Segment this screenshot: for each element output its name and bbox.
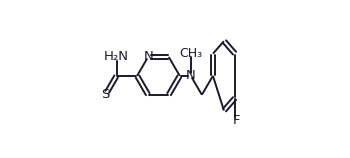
Text: F: F [232,114,240,127]
Text: CH₃: CH₃ [179,47,202,60]
Text: S: S [101,88,110,101]
Text: N: N [186,69,196,82]
Text: H₂N: H₂N [104,50,129,63]
Text: N: N [143,50,153,63]
